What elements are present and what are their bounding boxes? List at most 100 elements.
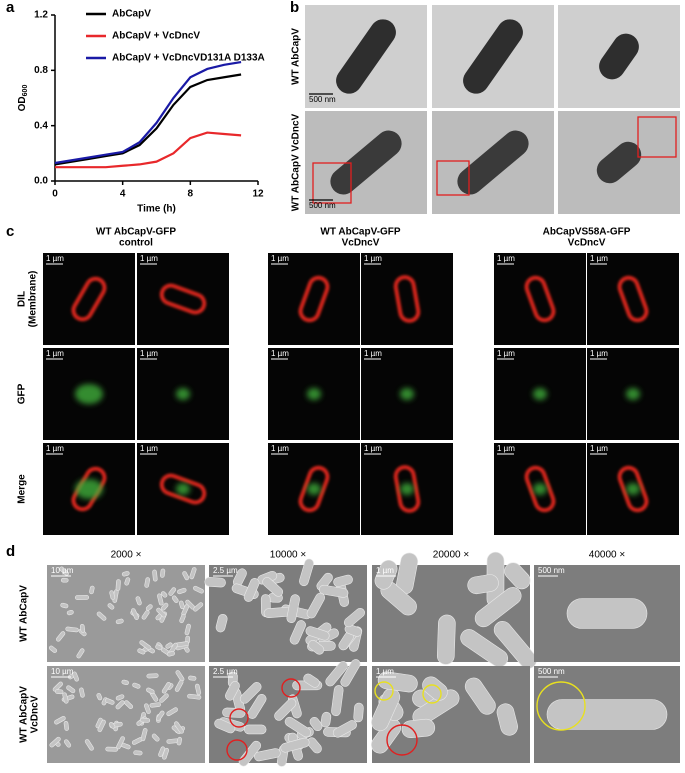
- scale-label: 1 µm: [140, 254, 158, 263]
- cell: [49, 736, 61, 748]
- cell: [254, 748, 281, 762]
- cell: [121, 679, 129, 686]
- scale-label: 2.5 µm: [213, 566, 238, 575]
- scale-label: 1 µm: [590, 254, 608, 263]
- scale-label: 500 nm: [538, 667, 565, 676]
- cell: [309, 717, 323, 732]
- cell: [299, 558, 314, 587]
- cell: [108, 722, 116, 729]
- cell: [145, 604, 153, 611]
- cell: [330, 130, 402, 195]
- cell: [171, 595, 179, 603]
- cell: [467, 574, 499, 595]
- cell: [144, 577, 151, 588]
- cell: [132, 682, 141, 689]
- y-axis-title-sub: 600: [22, 85, 29, 97]
- cell: [60, 602, 69, 609]
- cell: [166, 651, 175, 657]
- cell: [124, 700, 134, 710]
- cell: [247, 694, 267, 719]
- cell: [165, 642, 173, 649]
- gfp-signal: [75, 384, 103, 404]
- cell: [457, 130, 529, 195]
- cell: [65, 626, 79, 633]
- cell: [63, 739, 72, 748]
- cell: [137, 648, 146, 655]
- cell: [496, 703, 518, 736]
- highlight-circle: [281, 678, 301, 698]
- gfp-signal: [626, 388, 640, 400]
- cell: [133, 750, 143, 756]
- series-line: [54, 73, 242, 166]
- cell: [599, 33, 639, 80]
- y-axis-title-main: OD: [17, 96, 28, 111]
- panel-label: b: [290, 0, 299, 16]
- cell: [177, 587, 187, 595]
- row-label: Merge: [17, 474, 28, 504]
- membrane-signal: [159, 283, 207, 315]
- cell: [308, 639, 325, 655]
- scale-label: 1 µm: [376, 667, 394, 676]
- cell: [139, 717, 151, 723]
- cell: [76, 648, 85, 659]
- scale-label: 500 nm: [309, 201, 336, 210]
- cell: [187, 693, 202, 700]
- column-header: WT AbCapV-GFP: [320, 227, 401, 238]
- gfp-signal: [176, 483, 190, 495]
- cell: [115, 579, 121, 591]
- cell: [215, 613, 228, 633]
- highlight-circle: [229, 708, 249, 728]
- cell: [159, 693, 169, 703]
- cell: [121, 571, 130, 577]
- scale-label: 1 µm: [590, 444, 608, 453]
- scale-label: 1 µm: [364, 444, 382, 453]
- cell: [174, 679, 184, 692]
- row-label: GFP: [17, 383, 28, 404]
- cell: [66, 685, 76, 694]
- highlight-circle: [422, 684, 442, 704]
- cell: [56, 631, 66, 642]
- micrograph: [137, 253, 229, 345]
- cell: [140, 728, 148, 742]
- cell: [176, 736, 183, 746]
- cell: [184, 623, 191, 636]
- cell: [97, 719, 106, 733]
- gfp-signal: [75, 479, 103, 499]
- cell: [305, 626, 330, 641]
- cell: [225, 681, 240, 701]
- cell: [325, 661, 348, 687]
- row-label: VcDncV: [30, 695, 41, 733]
- cell: [343, 607, 365, 628]
- cell: [280, 737, 310, 753]
- cell: [188, 675, 197, 681]
- cell: [155, 644, 163, 651]
- cell: [173, 721, 184, 734]
- column-header: VcDncV: [342, 238, 380, 249]
- cell: [96, 693, 103, 701]
- gfp-signal: [400, 483, 414, 495]
- cell: [306, 592, 326, 619]
- cell: [193, 585, 204, 594]
- cell: [107, 603, 115, 610]
- gfp-signal: [307, 388, 321, 400]
- cell: [144, 703, 151, 714]
- cell: [89, 585, 95, 595]
- cell: [72, 671, 80, 682]
- cell: [160, 568, 166, 578]
- cell: [66, 609, 74, 616]
- cell: [124, 577, 131, 586]
- membrane-signal: [393, 275, 421, 323]
- micrograph: [268, 253, 360, 345]
- cell: [204, 577, 226, 588]
- cell: [79, 687, 85, 698]
- membrane-signal: [298, 465, 330, 513]
- cell: [546, 699, 668, 730]
- y-tick-label: 0.4: [34, 120, 48, 131]
- cell: [156, 710, 165, 721]
- gfp-signal: [533, 388, 547, 400]
- scale-label: 1 µm: [46, 254, 64, 263]
- column-header: 20000 ×: [433, 550, 470, 561]
- cell: [160, 591, 168, 598]
- cell: [193, 602, 204, 612]
